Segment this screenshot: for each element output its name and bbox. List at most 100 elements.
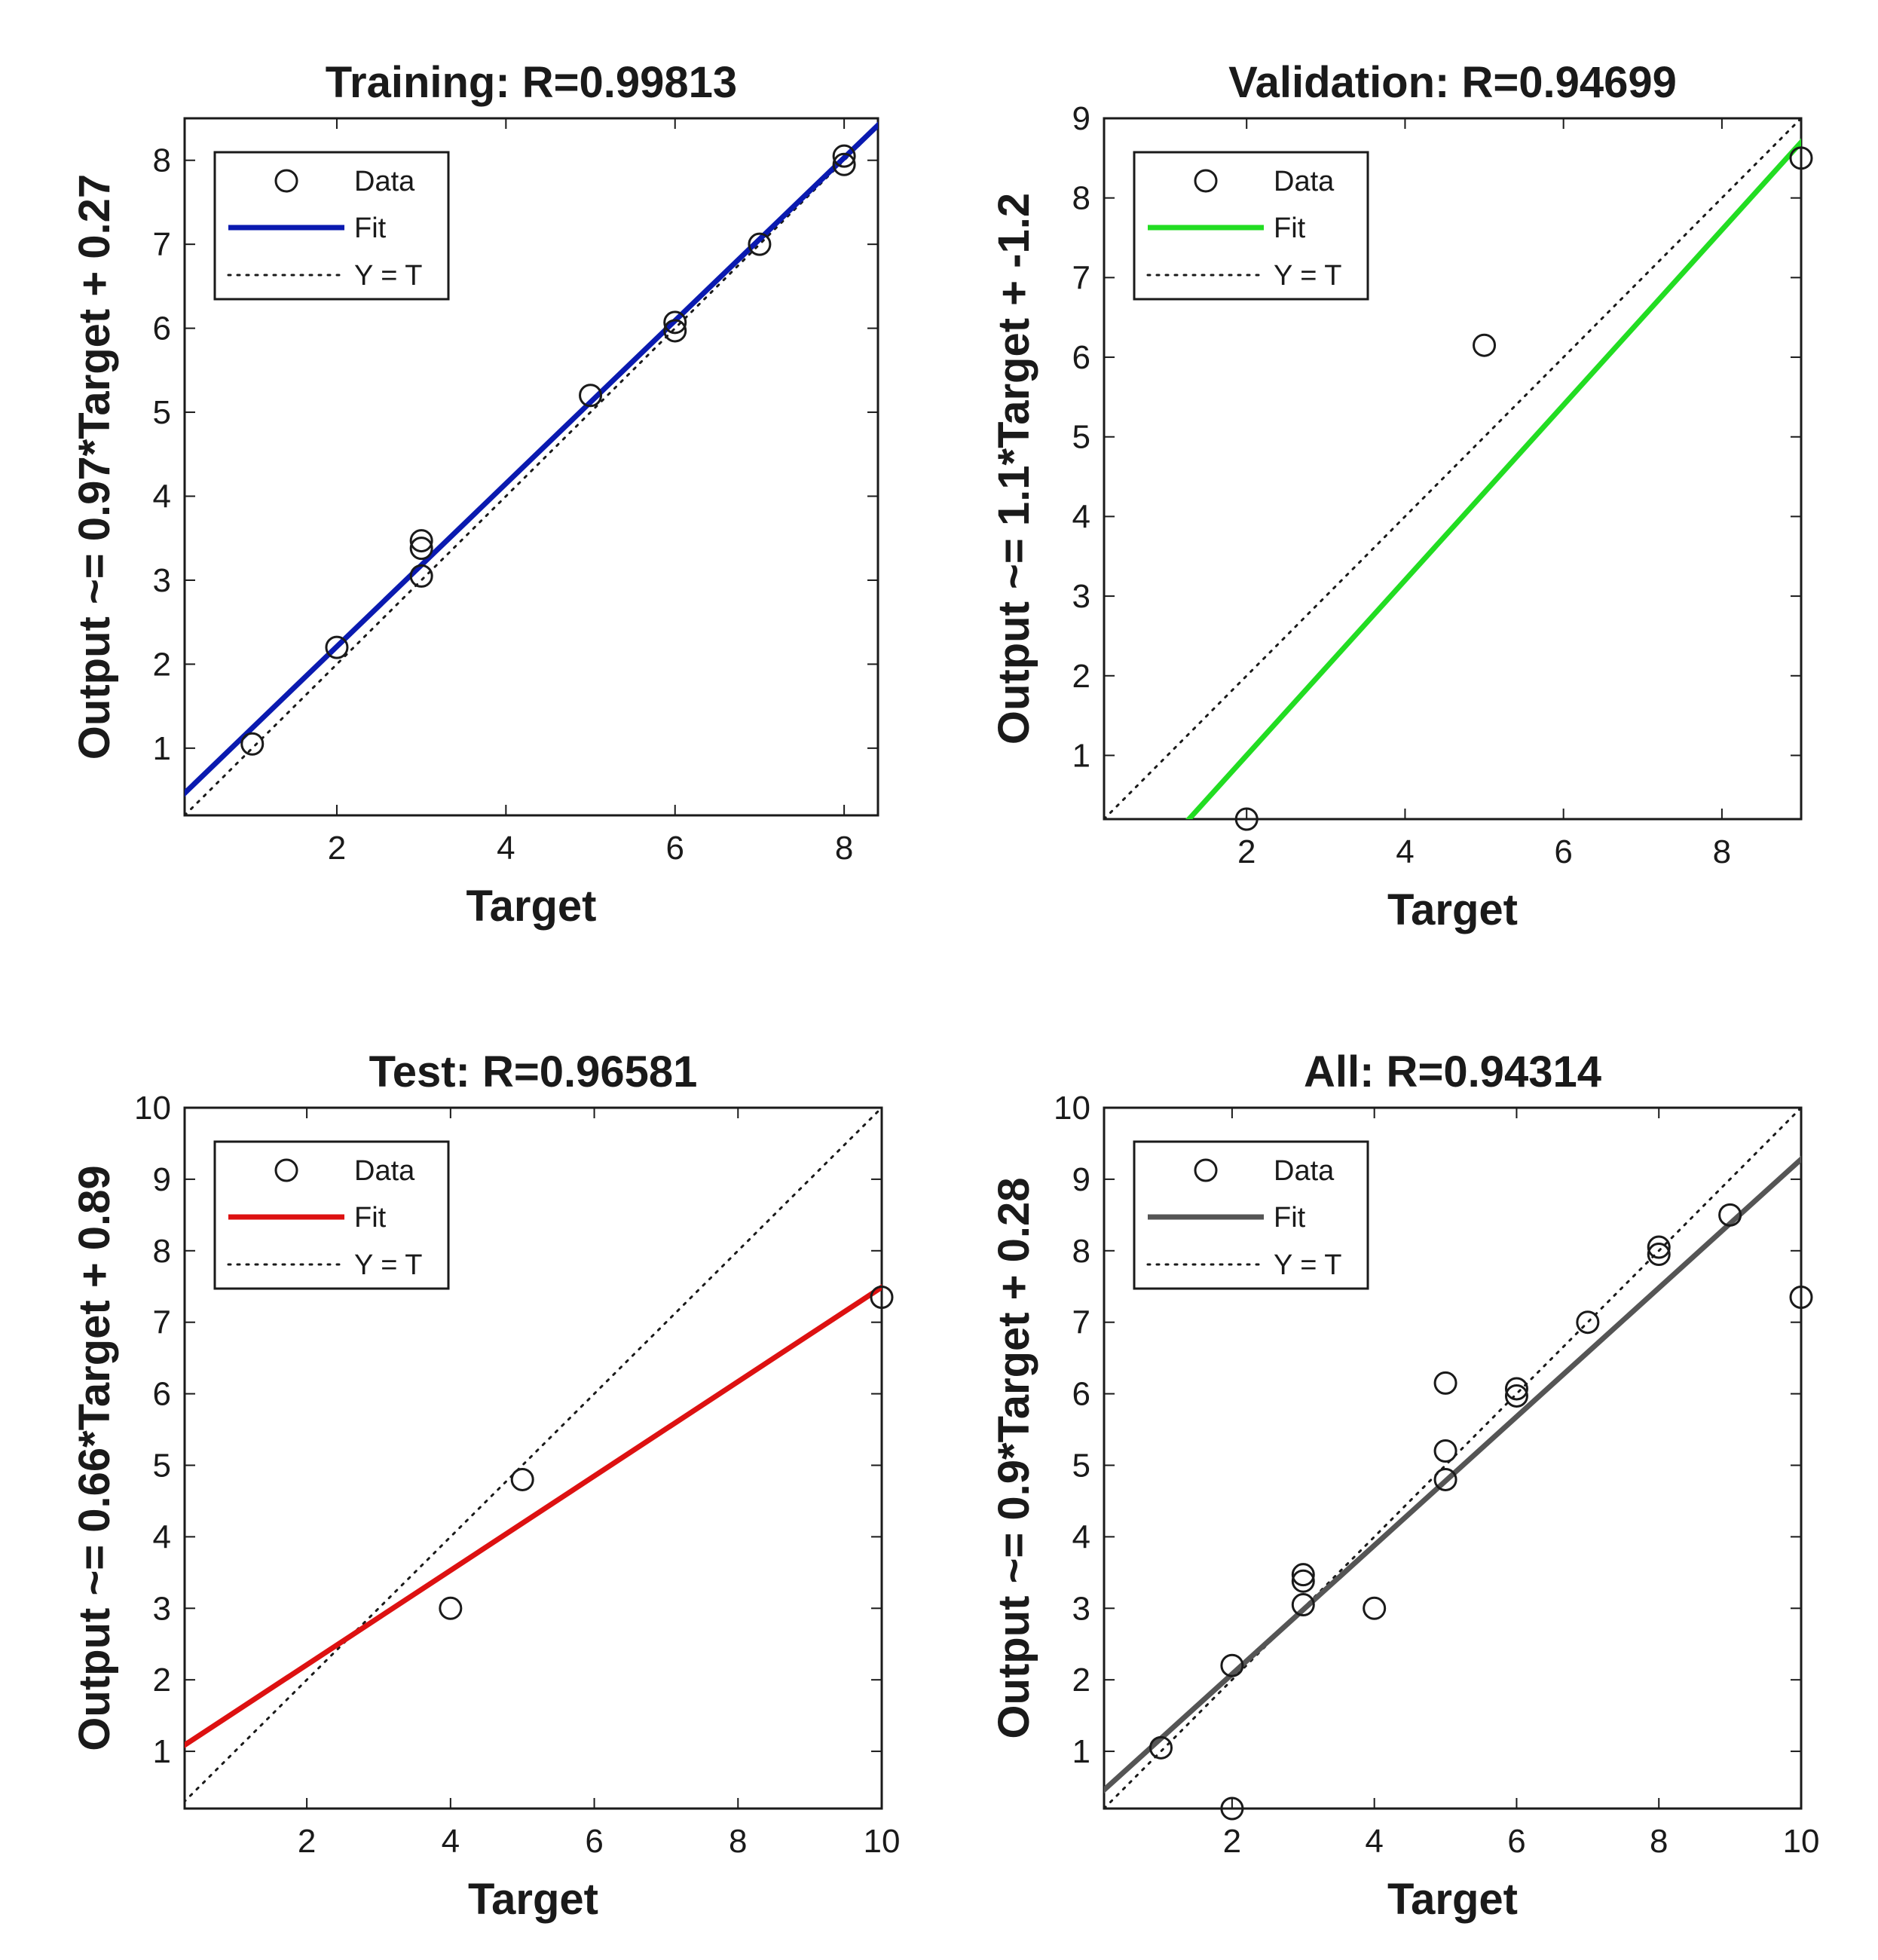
y-tick-label: 9 <box>153 1161 171 1198</box>
legend-identity-label: Y = T <box>354 1249 423 1281</box>
legend-identity-label: Y = T <box>1274 1249 1342 1281</box>
legend-fit-label: Fit <box>354 1202 387 1234</box>
legend: Data Fit Y = T <box>213 151 450 301</box>
data-point <box>1433 1371 1457 1395</box>
y-tick-label: 10 <box>134 1090 171 1127</box>
data-point <box>1576 1310 1600 1335</box>
plot-content <box>185 1108 882 1803</box>
y-tick-label: 8 <box>153 1233 171 1270</box>
y-axis-label: Output ~= 0.97*Target + 0.27 <box>70 174 119 760</box>
y-tick-label: 7 <box>1072 1304 1090 1341</box>
x-tick-label: 4 <box>1396 833 1414 870</box>
y-tick-label: 6 <box>153 310 171 347</box>
y-tick-label: 4 <box>1072 498 1090 535</box>
legend-fit-label: Fit <box>354 213 387 244</box>
y-tick-label: 5 <box>1072 1447 1090 1484</box>
identity-line <box>185 1108 882 1803</box>
y-tick-label: 6 <box>1072 1376 1090 1413</box>
data-point <box>1220 1653 1244 1677</box>
y-tick-label: 5 <box>1072 419 1090 456</box>
data-point <box>1718 1203 1742 1227</box>
chart-title: All: R=0.94314 <box>1304 1047 1601 1096</box>
y-tick-label: 4 <box>153 1518 171 1555</box>
data-point <box>1504 1384 1528 1408</box>
x-tick-label: 2 <box>1223 1823 1241 1860</box>
identity-line <box>185 125 878 815</box>
legend: Data Fit Y = T <box>1133 1140 1369 1290</box>
x-tick-label: 6 <box>585 1823 603 1860</box>
legend-data-marker <box>1194 1158 1218 1182</box>
y-tick-label: 1 <box>153 1733 171 1770</box>
y-tick-label: 4 <box>1072 1518 1090 1555</box>
legend-data-label: Data <box>354 1155 415 1187</box>
x-tick-label: 2 <box>1237 833 1256 870</box>
y-axis-label: Output ~= 0.9*Target + 0.28 <box>989 1177 1038 1738</box>
data-point <box>1473 333 1497 357</box>
y-tick-label: 6 <box>1072 339 1090 376</box>
identity-line <box>1104 118 1801 819</box>
x-tick-label: 2 <box>298 1823 316 1860</box>
data-point <box>1291 1563 1315 1587</box>
x-axis-label: Target <box>1387 1875 1518 1924</box>
x-tick-label: 2 <box>328 830 346 867</box>
x-tick-label: 4 <box>1365 1823 1383 1860</box>
data-point <box>409 537 433 561</box>
y-tick-label: 6 <box>153 1376 171 1413</box>
chart-title: Training: R=0.99813 <box>326 58 737 107</box>
data-point <box>663 310 687 335</box>
x-tick-label: 4 <box>497 830 515 867</box>
y-tick-label: 3 <box>1072 1590 1090 1627</box>
legend-fit-label: Fit <box>1274 1202 1306 1234</box>
y-tick-label: 5 <box>153 1447 171 1484</box>
identity-line <box>1104 1108 1801 1809</box>
y-tick-label: 3 <box>1072 578 1090 615</box>
legend: Data Fit Y = T <box>1133 151 1369 301</box>
legend-identity-label: Y = T <box>354 260 423 292</box>
plot-content <box>1104 1108 1801 1809</box>
x-axis-label: Target <box>466 882 597 931</box>
data-point <box>439 1596 463 1620</box>
y-tick-label: 5 <box>153 394 171 431</box>
data-point <box>663 319 687 343</box>
legend: Data Fit Y = T <box>213 1140 450 1290</box>
y-tick-label: 2 <box>1072 658 1090 695</box>
y-tick-label: 1 <box>1072 1733 1090 1770</box>
legend-data-label: Data <box>1274 1155 1335 1187</box>
data-point <box>748 232 772 256</box>
legend-data-marker <box>274 169 298 193</box>
subplot-0: 2 4 6 8 1 2 3 4 5 6 7 8 Training: R=0.99813 Target Out… <box>70 58 879 931</box>
data-point <box>325 635 349 659</box>
y-tick-label: 7 <box>153 226 171 263</box>
legend-data-marker <box>274 1158 298 1182</box>
y-tick-label: 4 <box>153 479 171 515</box>
legend-data-label: Data <box>354 166 415 197</box>
data-point <box>1504 1377 1528 1401</box>
data-point <box>870 1285 894 1309</box>
data-point <box>240 732 265 756</box>
y-tick-label: 8 <box>153 142 171 179</box>
x-axis-label: Target <box>1387 885 1518 934</box>
x-tick-label: 6 <box>1554 833 1572 870</box>
y-tick-label: 1 <box>1072 737 1090 774</box>
y-tick-label: 8 <box>1072 180 1090 217</box>
y-tick-label: 3 <box>153 562 171 599</box>
legend-fit-label: Fit <box>1274 213 1306 244</box>
x-tick-label: 10 <box>1783 1823 1820 1860</box>
x-tick-label: 8 <box>1650 1823 1668 1860</box>
chart-title: Test: R=0.96581 <box>369 1047 698 1096</box>
data-point <box>1789 146 1813 170</box>
x-tick-label: 8 <box>1713 833 1731 870</box>
x-tick-label: 8 <box>729 1823 747 1860</box>
data-point <box>1291 1569 1315 1593</box>
x-tick-label: 4 <box>442 1823 460 1860</box>
chart-title: Validation: R=0.94699 <box>1228 58 1677 107</box>
y-tick-label: 2 <box>1072 1662 1090 1699</box>
y-tick-label: 8 <box>1072 1233 1090 1270</box>
x-tick-label: 6 <box>665 830 684 867</box>
data-point <box>1433 1439 1457 1463</box>
legend-data-label: Data <box>1274 166 1335 197</box>
fit-line <box>185 1284 882 1748</box>
data-point <box>1789 1285 1813 1309</box>
